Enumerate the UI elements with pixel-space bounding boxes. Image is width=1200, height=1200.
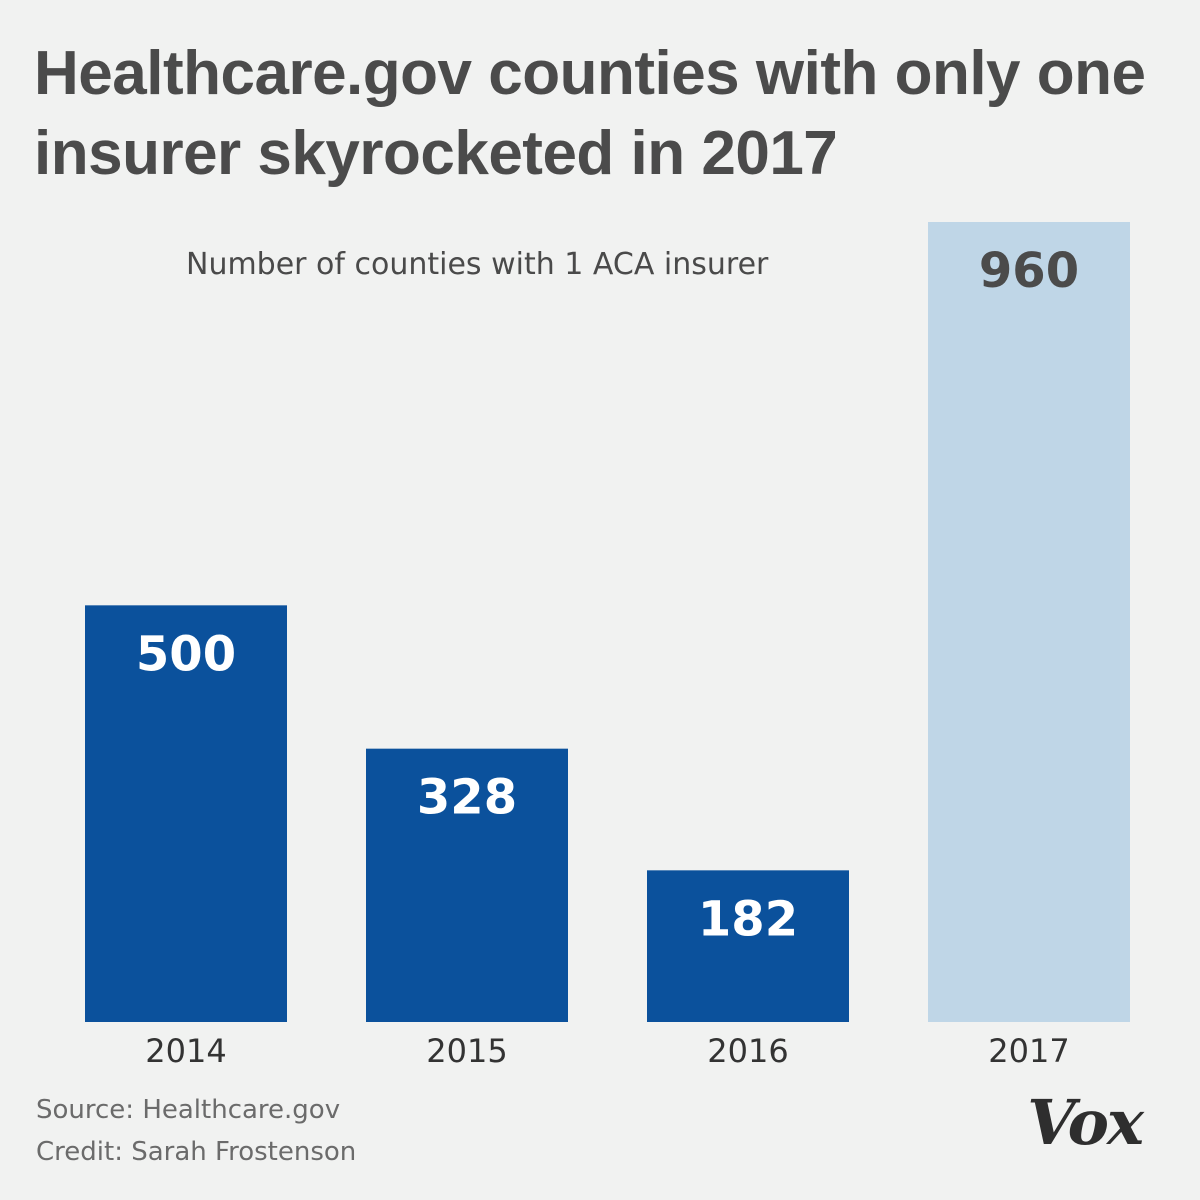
bar-value-label-2016: 182 <box>698 891 798 947</box>
vox-logo: Vox <box>1027 1086 1144 1159</box>
chart-subtitle: Number of counties with 1 ACA insurer <box>186 247 769 282</box>
credit-note: Credit: Sarah Frostenson <box>36 1137 357 1167</box>
bar-2017 <box>928 222 1130 1022</box>
bar-value-label-2017: 960 <box>979 243 1079 299</box>
x-tick-label-2016: 2016 <box>707 1032 788 1070</box>
source-note: Source: Healthcare.gov <box>36 1095 341 1125</box>
bar-2014 <box>85 605 287 1022</box>
bar-2016 <box>647 870 849 1022</box>
chart-title: Healthcare.gov counties with only one in… <box>34 39 1146 188</box>
bar-2015 <box>366 748 568 1022</box>
bar-value-label-2015: 328 <box>417 770 517 826</box>
x-tick-label-2014: 2014 <box>145 1032 226 1070</box>
bars-group <box>85 222 1130 1022</box>
bar-value-label-2014: 500 <box>136 626 236 682</box>
value-labels-group: 500 328 182 960 <box>136 243 1079 947</box>
x-tick-labels-group: 2014 2015 2016 2017 <box>145 1032 1069 1070</box>
x-tick-label-2015: 2015 <box>426 1032 507 1070</box>
x-tick-label-2017: 2017 <box>988 1032 1069 1070</box>
